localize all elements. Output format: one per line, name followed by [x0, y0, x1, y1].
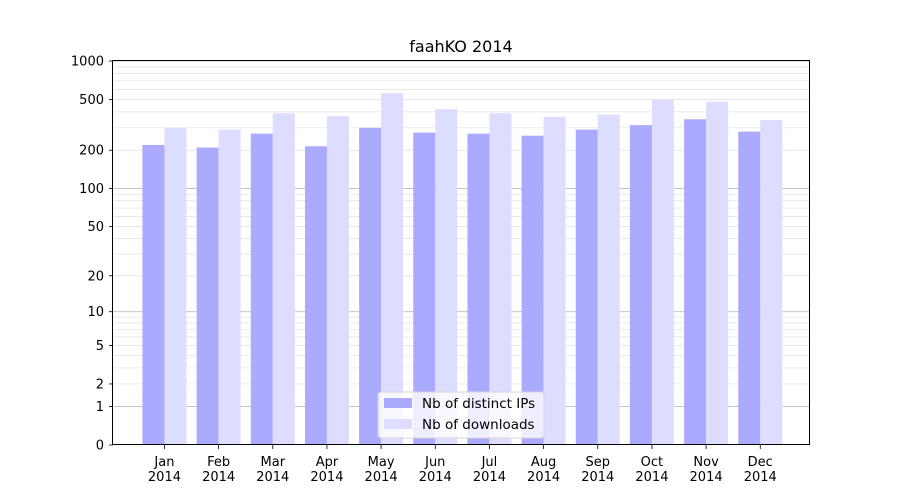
bar-distinct-ips: [629, 125, 652, 446]
bar-distinct-ips: [521, 135, 544, 445]
bar-distinct-ips: [575, 129, 598, 445]
bar-downloads: [706, 101, 729, 445]
x-tick-label: Jan 2014: [148, 455, 181, 485]
x-tick-label: Jul 2014: [473, 455, 506, 485]
x-tick-label: Feb 2014: [202, 455, 235, 485]
axis-ticks: Jan 2014 Feb 2014 Mar 2014 Apr 2014 May 2014 Jun 20…: [71, 55, 777, 486]
legend-label: Nb of downloads: [422, 417, 535, 433]
y-tick-label: 2: [96, 377, 104, 392]
legend-swatch: [384, 419, 412, 429]
y-tick-label: 10: [87, 305, 104, 320]
x-tick-label: Oct 2014: [635, 455, 668, 485]
x-tick-label: Apr 2014: [310, 455, 343, 485]
bar-downloads: [326, 116, 349, 445]
y-tick-label: 100: [79, 182, 104, 197]
x-tick-label: Sep 2014: [581, 455, 614, 485]
bar-downloads: [381, 93, 404, 446]
y-tick-label: 50: [87, 220, 104, 235]
y-tick-label: 5: [96, 339, 104, 354]
bar-distinct-ips: [142, 144, 165, 446]
x-tick-label: Jun 2014: [419, 455, 452, 485]
bar-downloads: [489, 113, 512, 445]
bar-downloads: [760, 120, 783, 445]
chart-title: faahKO 2014: [409, 37, 512, 56]
bar-distinct-ips: [467, 133, 490, 445]
legend-swatch: [384, 398, 412, 408]
y-tick-label: 1000: [71, 55, 104, 70]
bar-distinct-ips: [738, 131, 761, 445]
y-tick-label: 1: [96, 400, 104, 415]
legend-box: [377, 391, 545, 439]
plot-frame: [112, 60, 810, 445]
y-tick-label: 200: [79, 144, 104, 159]
x-tick-label: May 2014: [365, 455, 398, 485]
bar-distinct-ips: [413, 132, 436, 446]
y-tick-label: 0: [96, 439, 104, 454]
bar-distinct-ips: [359, 127, 382, 446]
x-tick-label: Aug 2014: [527, 455, 560, 485]
bar-downloads: [164, 127, 187, 446]
legend: Nb of distinct IPs Nb of downloads: [377, 391, 545, 439]
x-tick-label: Dec 2014: [744, 455, 777, 485]
bar-distinct-ips: [250, 133, 273, 445]
bar-distinct-ips: [684, 119, 707, 445]
bar-downloads: [651, 99, 674, 445]
bar-distinct-ips: [304, 146, 327, 445]
bar-downloads: [435, 109, 458, 445]
y-tick-label: 500: [79, 93, 104, 108]
bar-downloads: [272, 113, 295, 445]
bar-downloads: [218, 129, 241, 445]
x-tick-label: Mar 2014: [256, 455, 289, 485]
y-tick-label: 20: [87, 269, 104, 284]
bar-distinct-ips: [196, 147, 219, 445]
x-tick-label: Nov 2014: [690, 455, 723, 485]
bar-downloads: [543, 116, 566, 446]
bars: [142, 93, 783, 446]
legend-label: Nb of distinct IPs: [422, 396, 535, 412]
bar-downloads: [597, 114, 620, 446]
